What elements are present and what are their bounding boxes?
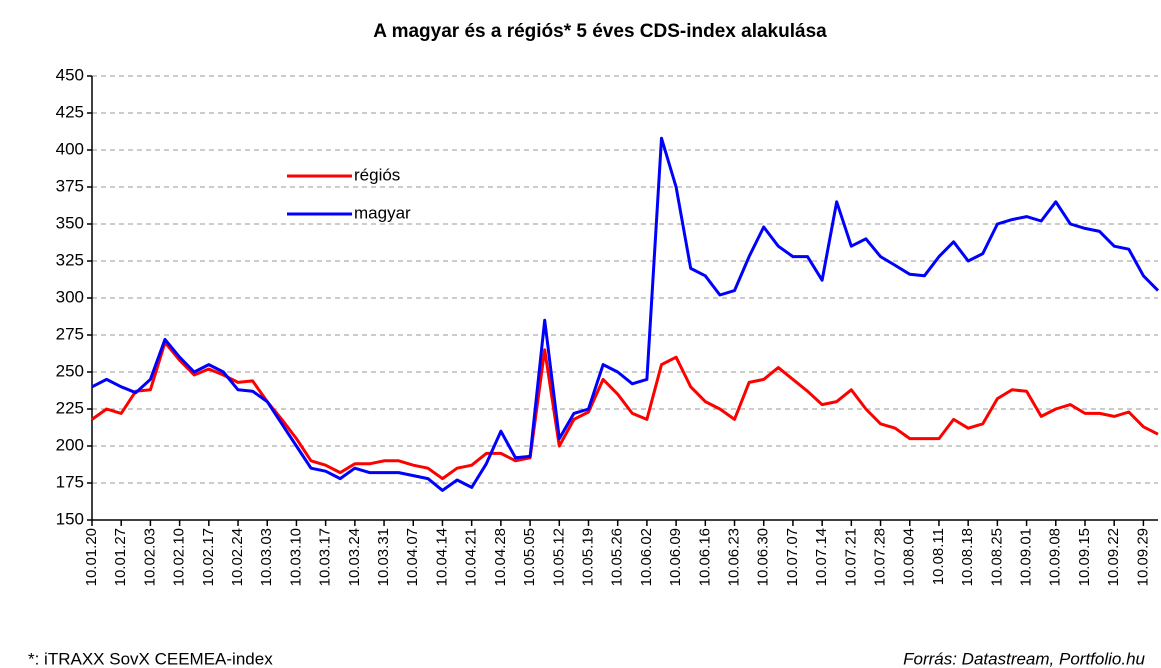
x-tick-label: 10.07.21 bbox=[842, 528, 859, 586]
y-tick-label: 425 bbox=[56, 102, 84, 121]
x-tick-label: 10.04.21 bbox=[463, 528, 480, 586]
y-tick-label: 200 bbox=[56, 435, 84, 454]
x-tick-label: 10.09.01 bbox=[1018, 528, 1035, 586]
x-tick-label: 10.07.14 bbox=[813, 528, 830, 586]
y-tick-label: 325 bbox=[56, 250, 84, 269]
y-tick-label: 175 bbox=[56, 472, 84, 491]
y-tick-label: 225 bbox=[56, 398, 84, 417]
x-tick-label: 10.09.29 bbox=[1134, 528, 1151, 586]
x-tick-label: 10.06.02 bbox=[638, 528, 655, 586]
x-tick-label: 10.03.10 bbox=[287, 528, 304, 586]
x-tick-label: 10.03.17 bbox=[317, 528, 334, 586]
x-tick-label: 10.06.16 bbox=[696, 528, 713, 586]
x-tick-label: 10.04.28 bbox=[492, 528, 509, 586]
x-tick-label: 10.07.07 bbox=[784, 528, 801, 586]
x-tick-label: 10.06.23 bbox=[725, 528, 742, 586]
y-tick-label: 275 bbox=[56, 324, 84, 343]
source: Forrás: Datastream, Portfolio.hu bbox=[903, 649, 1145, 668]
x-tick-label: 10.02.17 bbox=[200, 528, 217, 586]
x-tick-label: 10.06.09 bbox=[667, 528, 684, 586]
y-tick-label: 350 bbox=[56, 213, 84, 232]
x-tick-label: 10.06.30 bbox=[755, 528, 772, 586]
x-tick-label: 10.01.27 bbox=[112, 528, 129, 586]
y-tick-label: 400 bbox=[56, 139, 84, 158]
x-tick-label: 10.03.03 bbox=[258, 528, 275, 586]
y-tick-label: 150 bbox=[56, 509, 84, 528]
legend-label: régiós bbox=[354, 165, 400, 184]
x-tick-label: 10.02.03 bbox=[141, 528, 158, 586]
x-tick-label: 10.05.19 bbox=[579, 528, 596, 586]
y-tick-label: 375 bbox=[56, 176, 84, 195]
x-tick-label: 10.09.22 bbox=[1105, 528, 1122, 586]
x-tick-label: 10.08.18 bbox=[959, 528, 976, 586]
x-tick-label: 10.04.14 bbox=[433, 528, 450, 586]
series-line bbox=[91, 340, 1159, 481]
x-tick-label: 10.03.31 bbox=[375, 528, 392, 586]
x-tick-label: 10.04.07 bbox=[404, 528, 421, 586]
x-tick-label: 10.02.10 bbox=[171, 528, 188, 586]
y-tick-label: 250 bbox=[56, 361, 84, 380]
x-tick-label: 10.02.24 bbox=[229, 528, 246, 586]
y-tick-label: 300 bbox=[56, 287, 84, 306]
chart-title: A magyar és a régiós* 5 éves CDS-index a… bbox=[373, 21, 827, 42]
series-line bbox=[91, 136, 1160, 492]
x-tick-label: 10.03.24 bbox=[346, 528, 363, 586]
y-tick-label: 450 bbox=[56, 65, 84, 84]
x-tick-label: 10.07.28 bbox=[872, 528, 889, 586]
x-tick-label: 10.05.12 bbox=[550, 528, 567, 586]
x-tick-label: 10.08.04 bbox=[901, 528, 918, 586]
x-tick-label: 10.09.08 bbox=[1047, 528, 1064, 586]
footnote: *: iTRAXX SovX CEEMEA-index bbox=[28, 649, 273, 668]
x-tick-label: 10.09.15 bbox=[1076, 528, 1093, 586]
x-tick-label: 10.08.25 bbox=[988, 528, 1005, 586]
x-tick-label: 10.05.05 bbox=[521, 528, 538, 586]
x-tick-label: 10.01.20 bbox=[83, 528, 100, 586]
x-tick-label: 10.05.26 bbox=[609, 528, 626, 586]
legend-label: magyar bbox=[354, 203, 411, 222]
x-tick-label: 10.08.11 bbox=[930, 528, 947, 585]
